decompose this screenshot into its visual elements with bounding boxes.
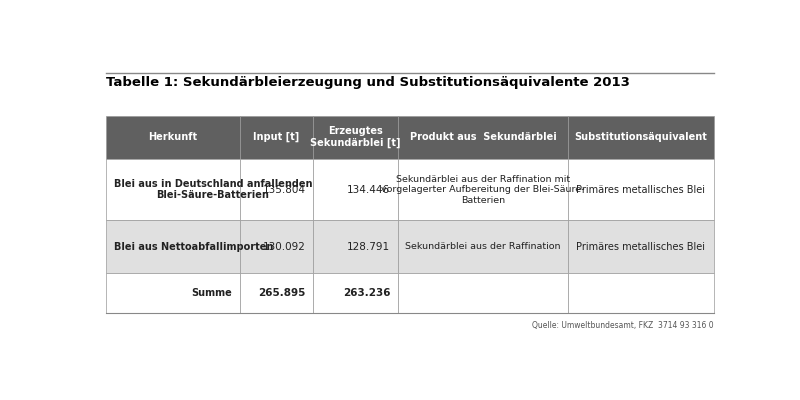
Text: Blei aus Nettoabfallimporten: Blei aus Nettoabfallimporten	[114, 242, 273, 252]
Bar	[106, 116, 240, 159]
Bar	[398, 273, 568, 313]
Text: Quelle: Umweltbundesamt, FKZ  3714 93 316 0: Quelle: Umweltbundesamt, FKZ 3714 93 316…	[532, 320, 714, 330]
Bar	[240, 273, 313, 313]
Text: 135.804: 135.804	[262, 185, 306, 195]
Bar	[240, 220, 313, 273]
Bar	[313, 159, 398, 220]
Bar	[106, 159, 240, 220]
Text: 265.895: 265.895	[258, 288, 306, 298]
Text: 263.236: 263.236	[343, 288, 390, 298]
Text: Sekundärblei aus der Raffination mit
vorgelagerter Aufbereitung der Blei-Säure-
: Sekundärblei aus der Raffination mit vor…	[381, 175, 585, 204]
Bar	[240, 116, 313, 159]
Text: 128.791: 128.791	[347, 242, 390, 252]
Text: Primäres metallisches Blei: Primäres metallisches Blei	[576, 185, 706, 195]
Bar	[240, 159, 313, 220]
Text: Sekundärblei aus der Raffination: Sekundärblei aus der Raffination	[405, 242, 561, 251]
Bar	[313, 220, 398, 273]
Text: Produkt aus  Sekundärblei: Produkt aus Sekundärblei	[410, 132, 556, 142]
Text: Summe: Summe	[192, 288, 233, 298]
Text: Herkunft: Herkunft	[149, 132, 198, 142]
Text: Tabelle 1: Sekundärbleierzeugung und Substitutionsäquivalente 2013: Tabelle 1: Sekundärbleierzeugung und Sub…	[106, 76, 630, 89]
Text: Input [t]: Input [t]	[254, 132, 299, 142]
Bar	[568, 273, 714, 313]
Bar	[398, 159, 568, 220]
Text: Blei aus in Deutschland anfallenden
Blei-Säure-Batterien: Blei aus in Deutschland anfallenden Blei…	[114, 179, 312, 200]
Bar	[313, 273, 398, 313]
Bar	[398, 116, 568, 159]
Text: 130.092: 130.092	[262, 242, 306, 252]
Bar	[568, 159, 714, 220]
Bar	[568, 116, 714, 159]
Text: Primäres metallisches Blei: Primäres metallisches Blei	[576, 242, 706, 252]
Bar	[568, 220, 714, 273]
Bar	[106, 273, 240, 313]
Bar	[398, 220, 568, 273]
Bar	[106, 220, 240, 273]
Text: Erzeugtes
Sekundärblei [t]: Erzeugtes Sekundärblei [t]	[310, 126, 401, 148]
Text: 134.446: 134.446	[347, 185, 390, 195]
Text: Substitutionsäquivalent: Substitutionsäquivalent	[574, 132, 707, 142]
Bar	[313, 116, 398, 159]
